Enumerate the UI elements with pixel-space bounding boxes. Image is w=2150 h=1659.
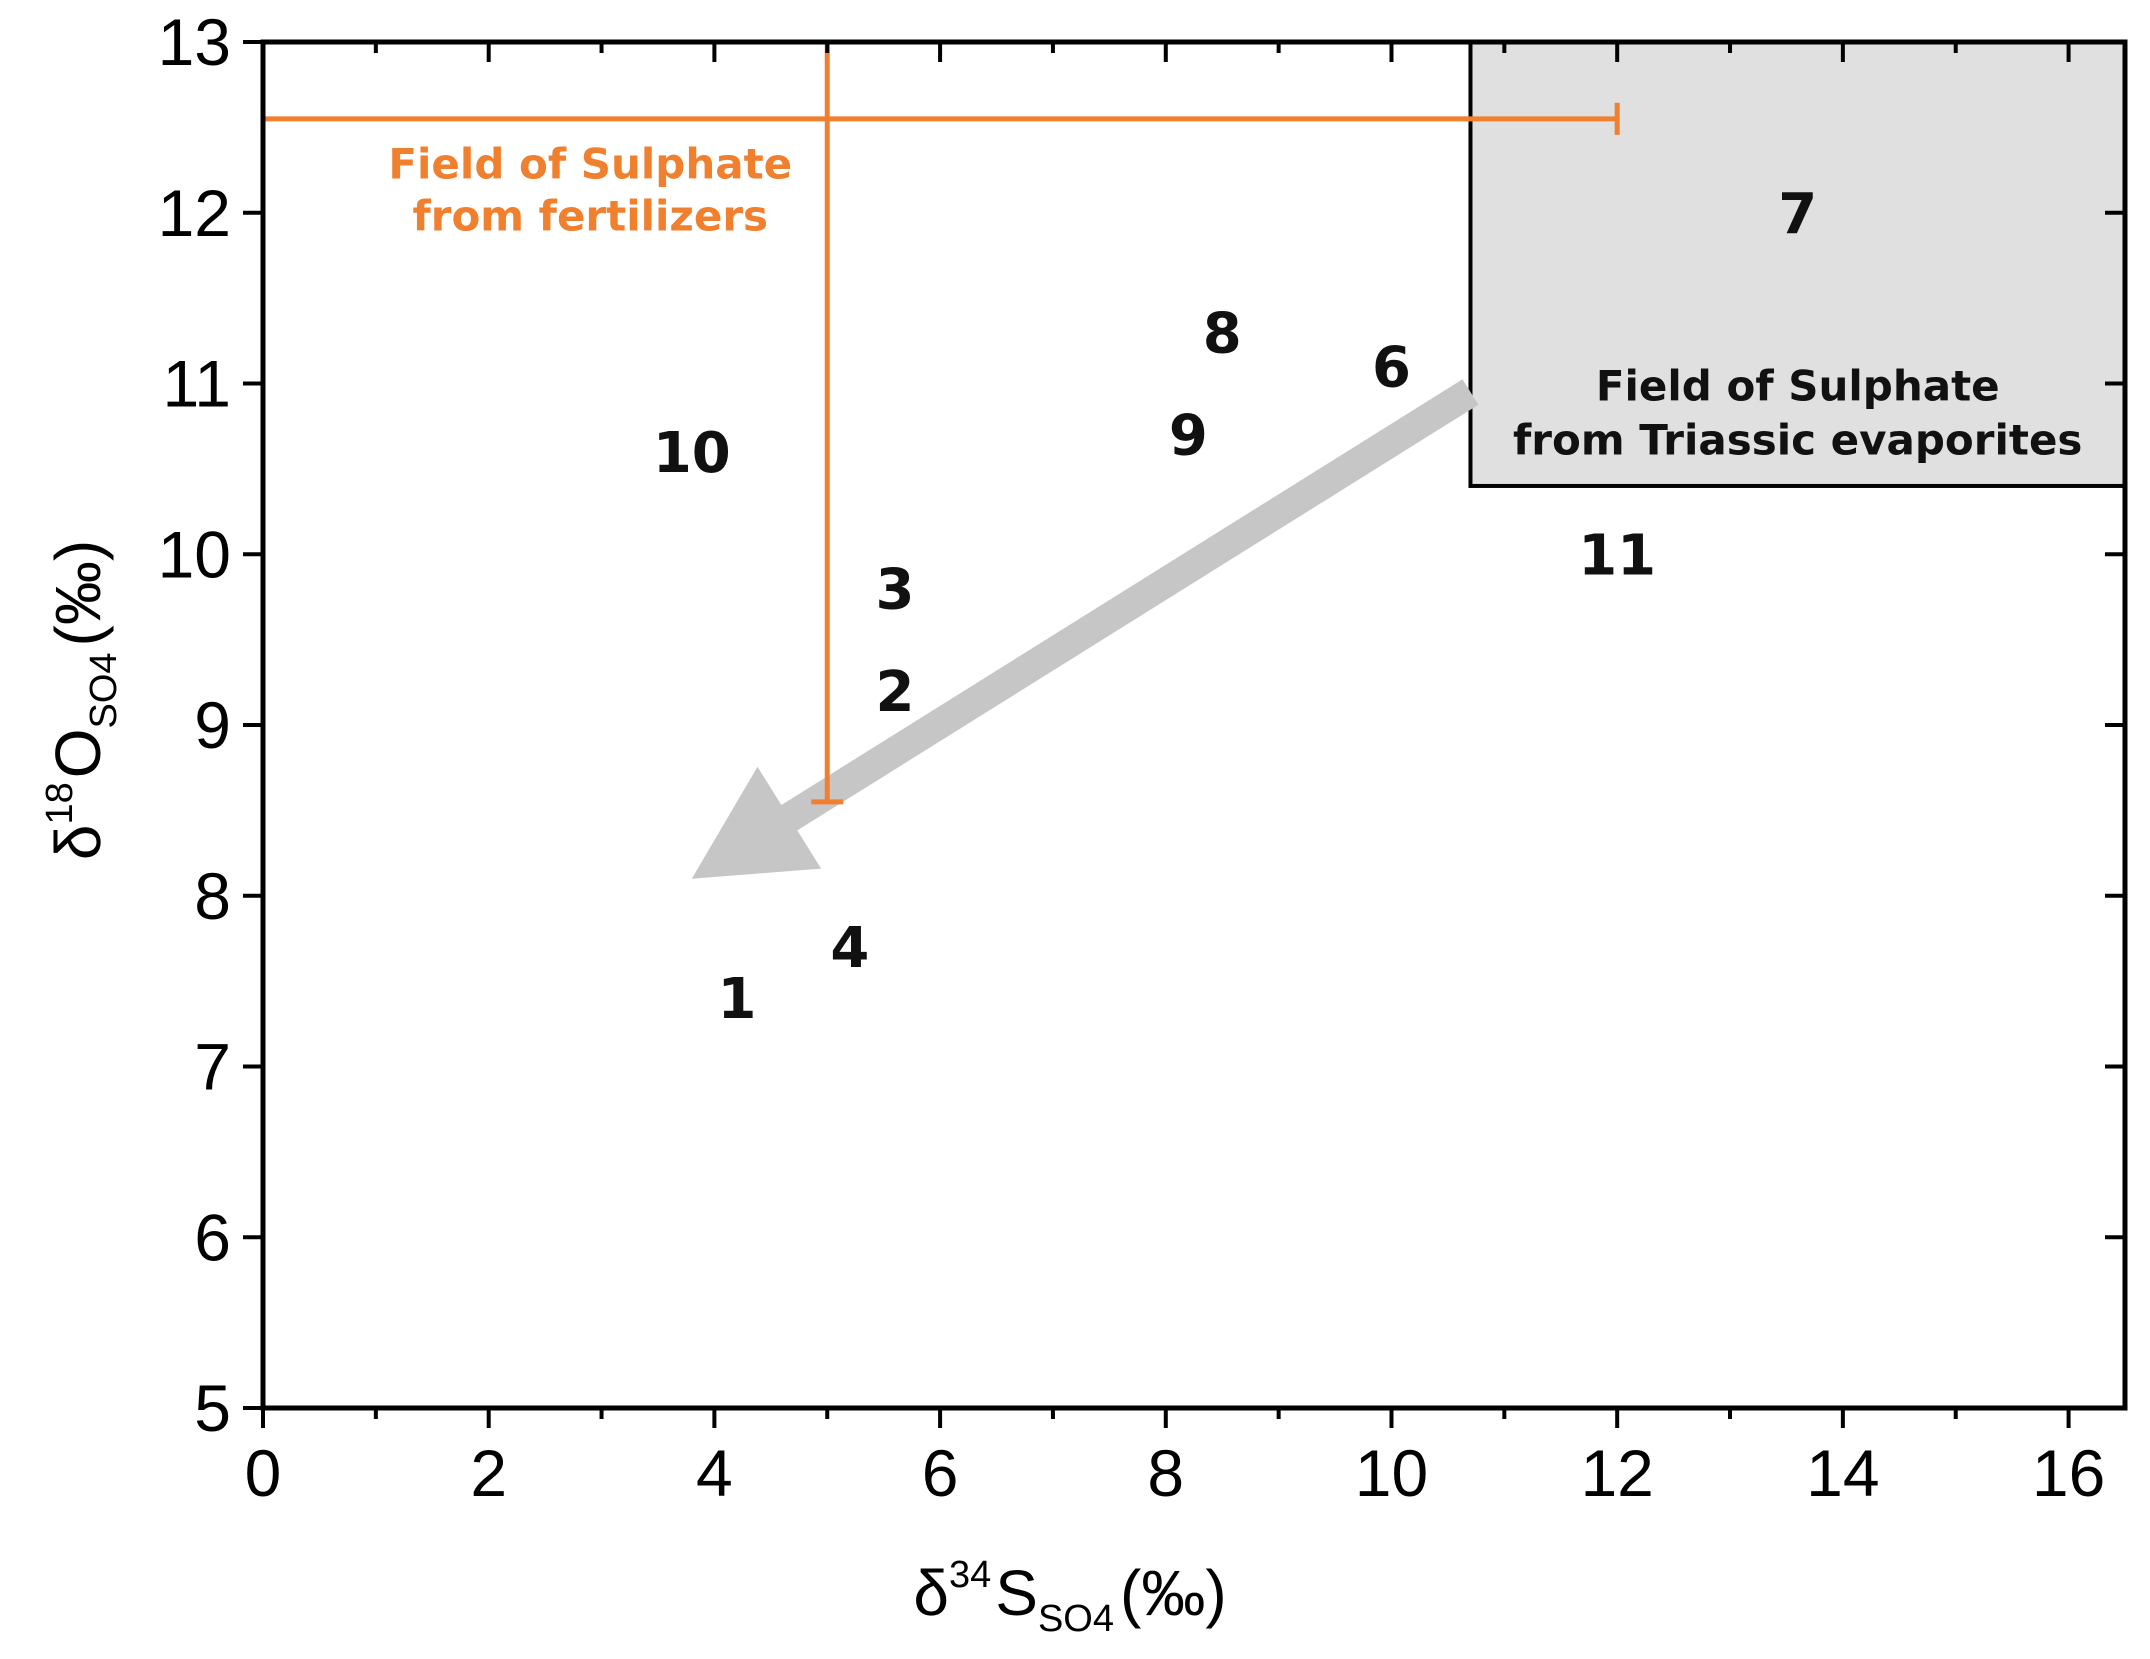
point-label-6: 6 — [1372, 335, 1411, 400]
y-axis-delta: δ — [42, 825, 114, 861]
y-axis-main: O — [42, 728, 114, 778]
y-tick-label: 11 — [162, 347, 231, 421]
y-tick-label: 9 — [194, 688, 231, 762]
x-axis-sup: 34 — [949, 1554, 991, 1596]
y-axis-title: δ18OSO4 (‰) — [39, 540, 125, 860]
axes-layer — [243, 39, 2128, 1428]
x-tick-label: 14 — [1806, 1436, 1879, 1510]
y-tick-label: 6 — [194, 1200, 231, 1274]
point-label-8: 8 — [1203, 301, 1242, 366]
trend-arrow — [691, 379, 1479, 879]
x-tick-label: 6 — [922, 1436, 959, 1510]
evaporite-field-label-line: from Triassic evaporites — [1513, 416, 2082, 465]
evaporite-field-layer: Field of Sulphate from Triassic evaporite… — [1468, 40, 2127, 488]
point-label-9: 9 — [1169, 404, 1208, 469]
x-axis-main: S — [995, 1557, 1038, 1629]
x-tick-label: 8 — [1147, 1436, 1184, 1510]
x-axis-title: δ34SSO4(‰) — [913, 1554, 1226, 1640]
y-tick-label: 13 — [158, 5, 231, 79]
x-tick-label: 4 — [696, 1436, 733, 1510]
point-labels-layer: 1 2 3 4 6 7 8 9 10 11 — [653, 182, 1817, 1032]
x-tick-label: 16 — [2032, 1436, 2105, 1510]
y-tick-label: 10 — [158, 517, 231, 591]
x-tick-label: 2 — [470, 1436, 507, 1510]
y-axis-sub: SO4 — [83, 652, 125, 728]
x-axis-unit: (‰) — [1120, 1557, 1227, 1629]
evaporite-field-label-line: Field of Sulphate — [1596, 362, 2000, 411]
x-tick-label: 0 — [245, 1436, 282, 1510]
point-label-3: 3 — [875, 557, 914, 622]
y-axis-sup: 18 — [39, 782, 81, 824]
x-tick-label: 10 — [1355, 1436, 1428, 1510]
evaporite-field-box — [1468, 40, 2127, 488]
point-label-1: 1 — [717, 967, 756, 1032]
x-axis-delta: δ — [913, 1557, 949, 1629]
fertilizer-field-label-line: Field of Sulphate — [388, 140, 792, 189]
point-label-11: 11 — [1578, 523, 1656, 588]
point-label-4: 4 — [830, 916, 869, 981]
y-tick-label: 7 — [194, 1030, 231, 1104]
x-axis-sub: SO4 — [1038, 1598, 1114, 1640]
y-tick-label: 12 — [158, 176, 231, 250]
point-label-7: 7 — [1778, 182, 1817, 247]
y-tick-label: 8 — [194, 859, 231, 933]
x-tick-label: 12 — [1580, 1436, 1653, 1510]
y-tick-label: 5 — [194, 1371, 231, 1445]
y-axis-unit: (‰) — [42, 540, 114, 647]
point-label-10: 10 — [653, 421, 731, 486]
point-label-2: 2 — [875, 660, 914, 725]
trend-arrow-layer — [691, 379, 1479, 879]
fertilizer-field-label-line: from fertilizers — [412, 192, 768, 241]
